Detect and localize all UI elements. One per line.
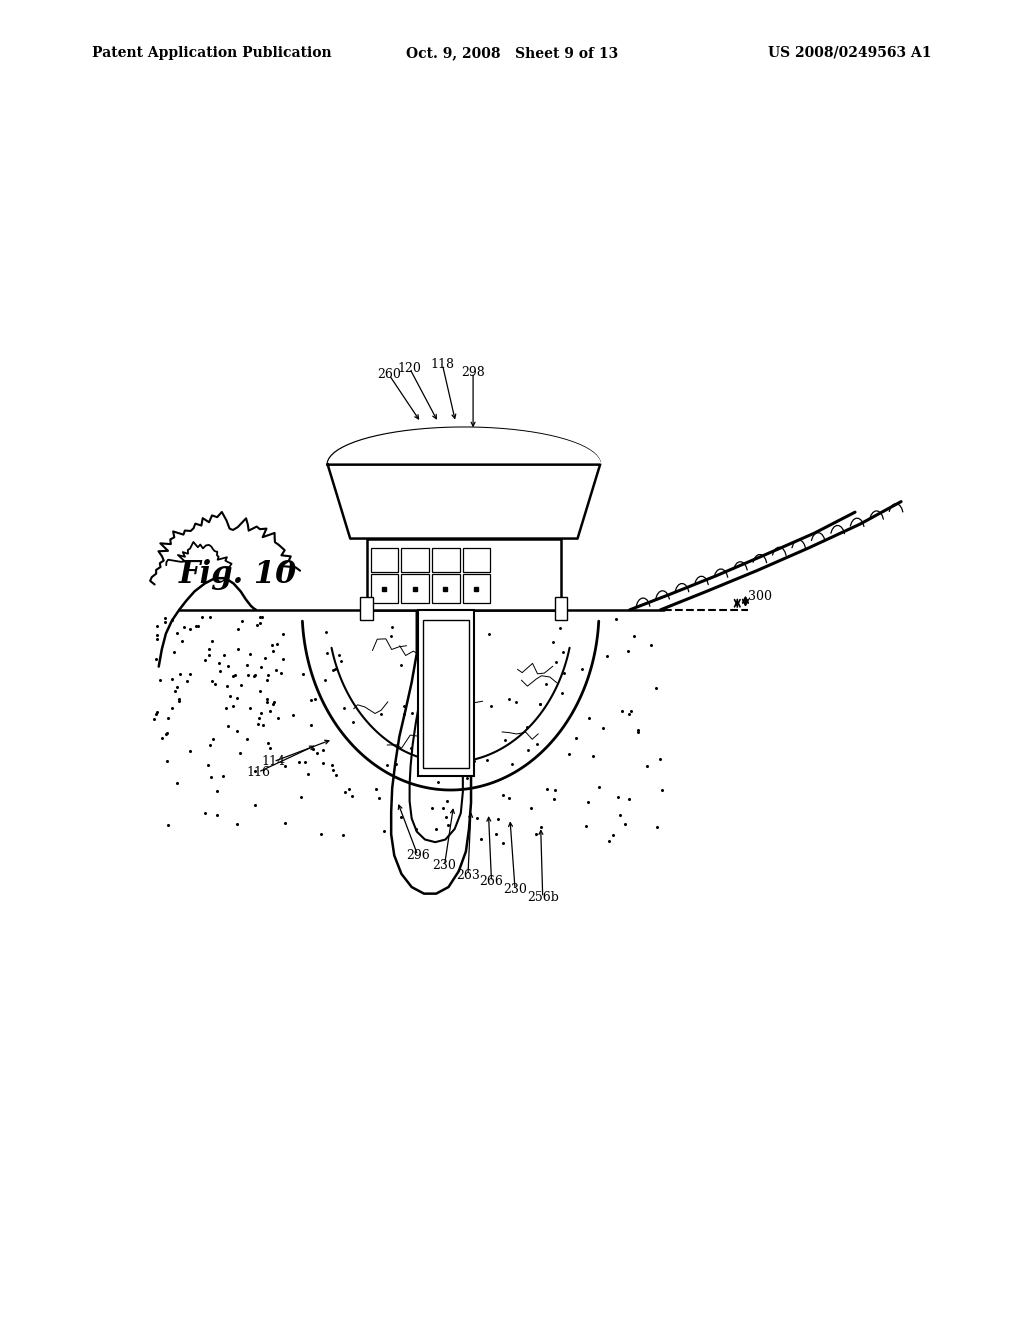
Text: Patent Application Publication: Patent Application Publication <box>92 46 332 59</box>
Bar <box>555 597 567 620</box>
Bar <box>432 548 460 572</box>
Text: 260: 260 <box>377 368 401 381</box>
Bar <box>371 548 398 572</box>
Bar <box>401 574 429 603</box>
Text: 298: 298 <box>461 366 485 379</box>
Text: 118: 118 <box>430 358 455 371</box>
Text: US 2008/0249563 A1: US 2008/0249563 A1 <box>768 46 932 59</box>
Bar <box>360 597 373 620</box>
Text: 230: 230 <box>503 883 527 896</box>
Bar <box>401 548 429 572</box>
Bar <box>463 548 490 572</box>
Text: 116: 116 <box>246 766 270 779</box>
Text: 266: 266 <box>479 875 504 888</box>
Text: 230: 230 <box>432 859 457 873</box>
Bar <box>423 620 469 768</box>
Bar <box>418 610 474 776</box>
Text: Oct. 9, 2008   Sheet 9 of 13: Oct. 9, 2008 Sheet 9 of 13 <box>406 46 618 59</box>
Text: 296: 296 <box>406 849 430 862</box>
Text: 300: 300 <box>748 590 772 603</box>
Text: 120: 120 <box>397 362 422 375</box>
Polygon shape <box>328 465 600 539</box>
Bar <box>371 574 398 603</box>
Text: 114: 114 <box>261 755 286 768</box>
Text: 256b: 256b <box>526 891 559 904</box>
Bar <box>367 539 561 610</box>
Bar <box>432 574 460 603</box>
Text: 263: 263 <box>456 869 480 882</box>
Bar <box>463 574 490 603</box>
Text: Fig. 10: Fig. 10 <box>179 558 298 590</box>
